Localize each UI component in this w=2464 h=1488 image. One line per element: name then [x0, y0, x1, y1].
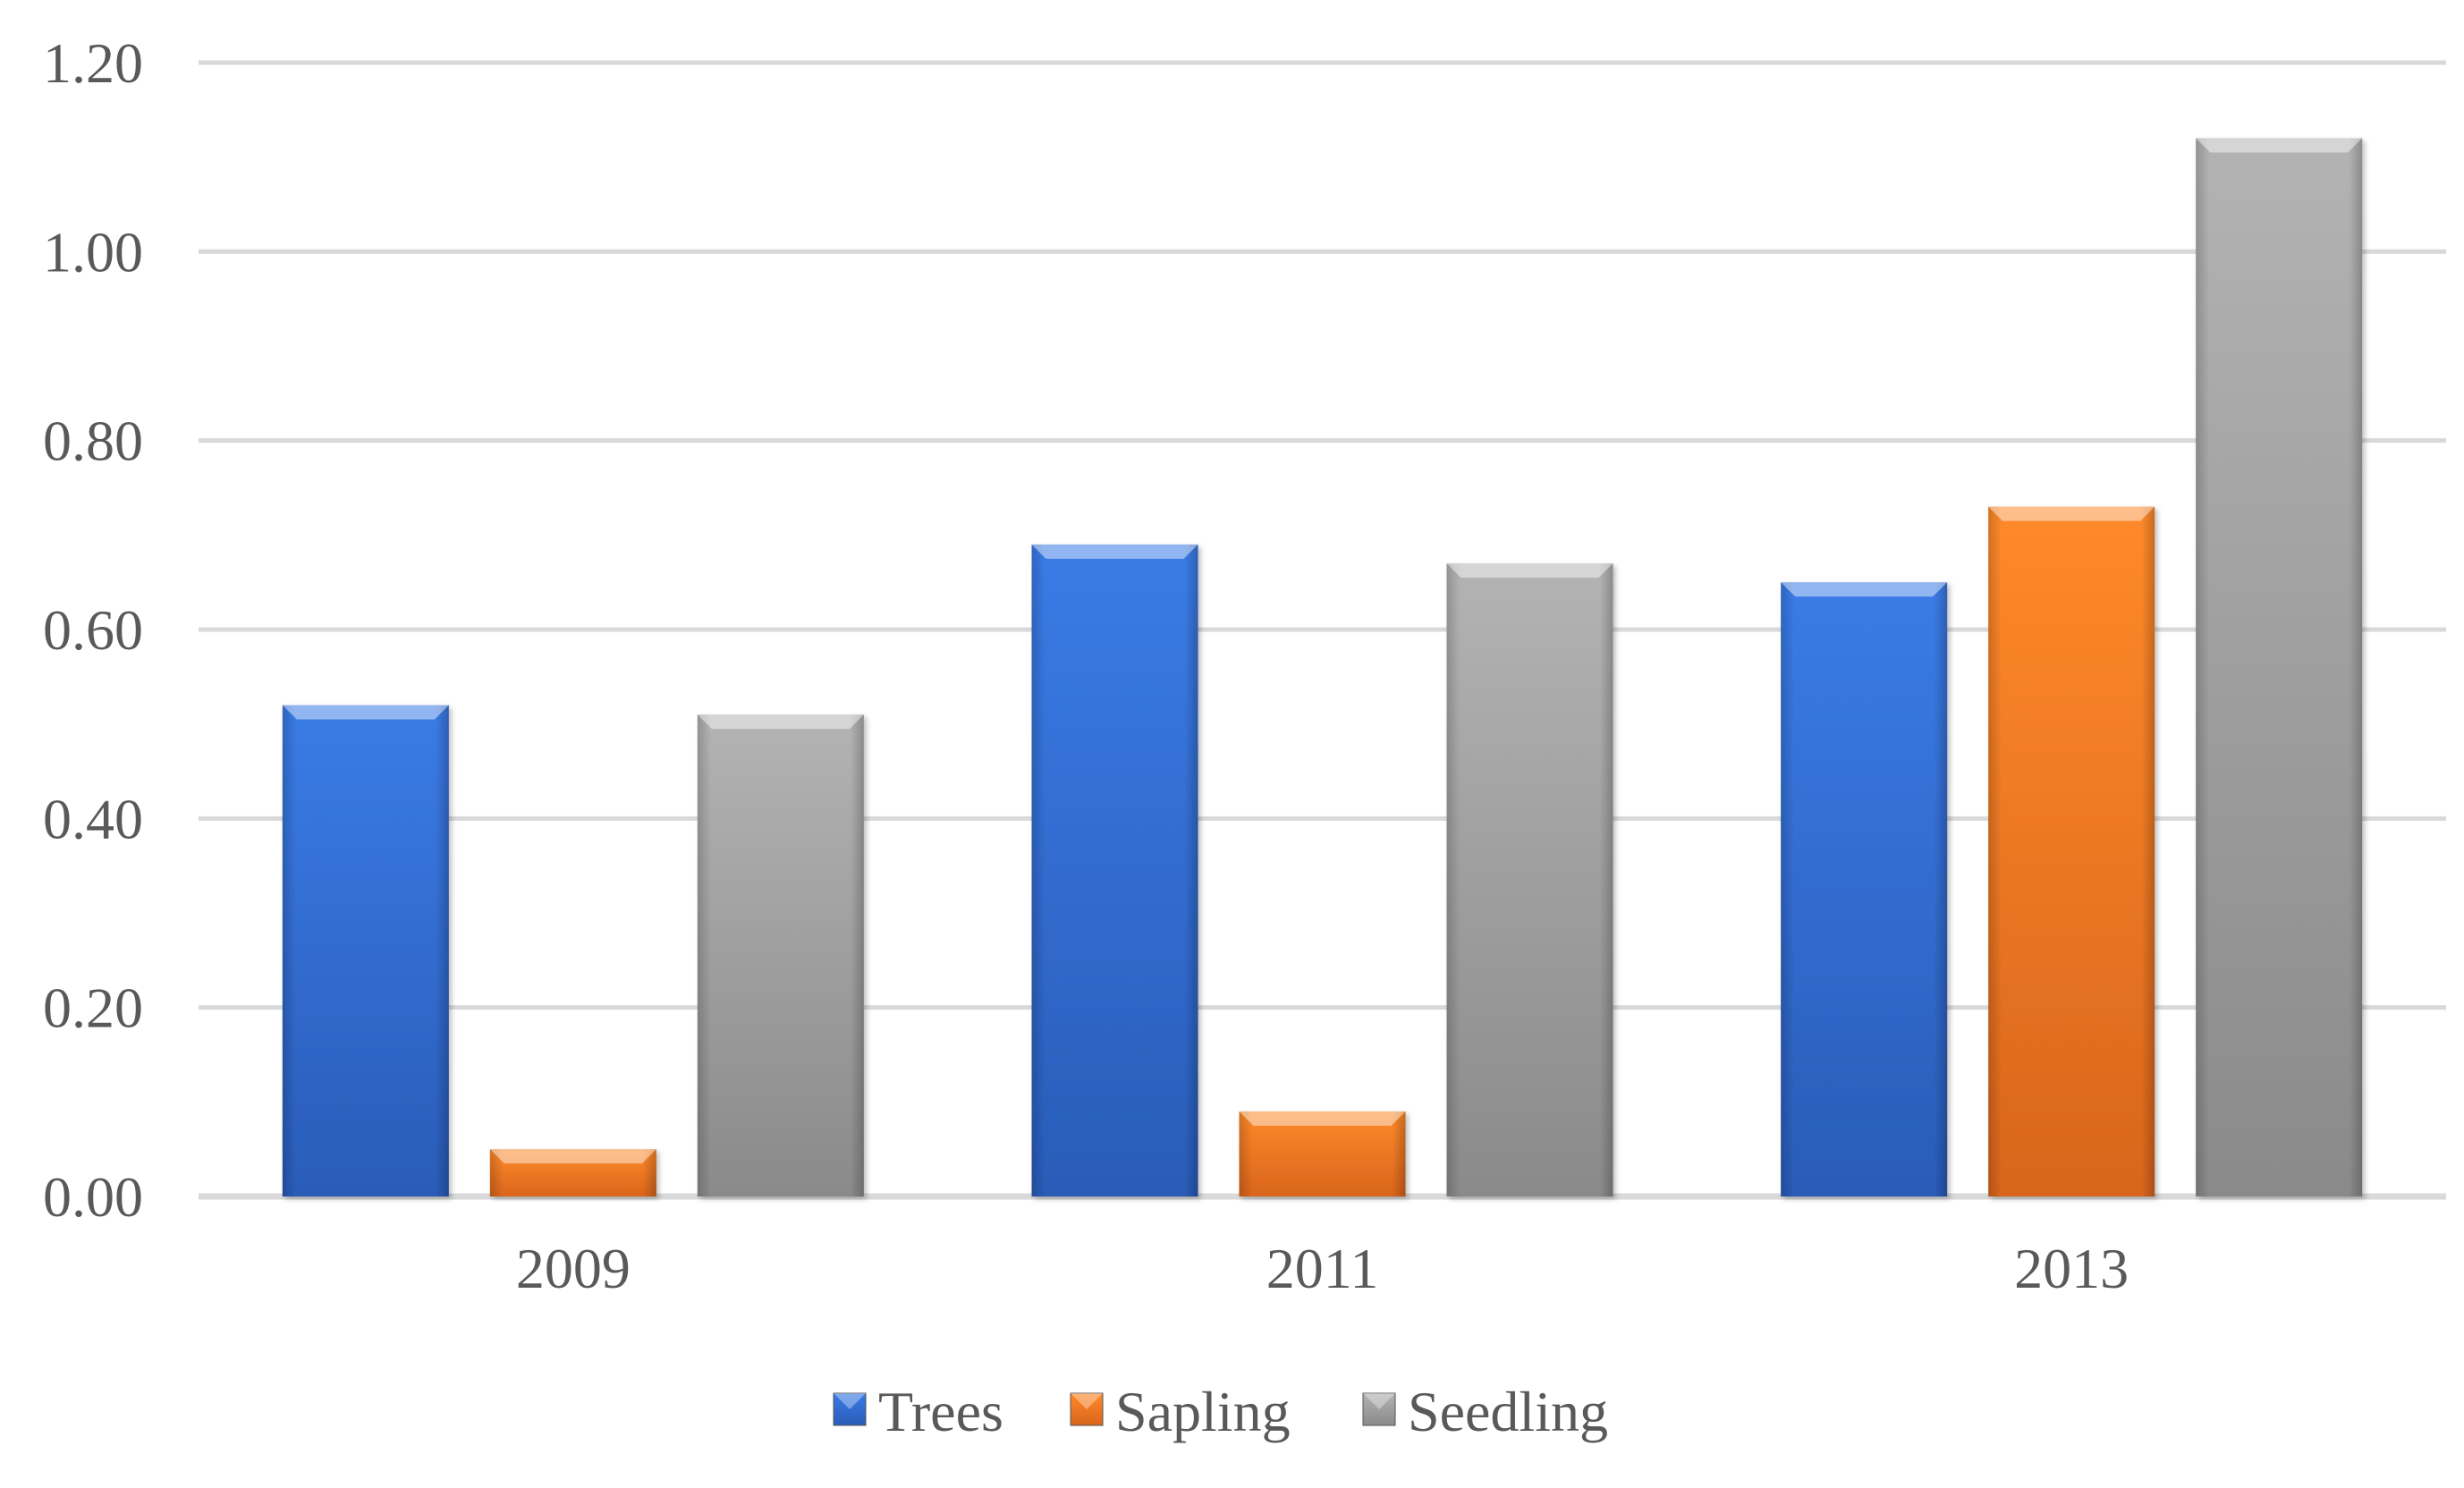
- y-tick-label: 0.60: [43, 598, 143, 662]
- legend-swatch-bevel: [834, 1393, 866, 1409]
- bar-bevel: [2196, 138, 2363, 153]
- legend-label: Sapling: [1115, 1380, 1291, 1443]
- y-tick-label: 1.00: [43, 220, 143, 283]
- bar-seedling-2009: [697, 714, 864, 1196]
- legend-label: Trees: [878, 1380, 1003, 1443]
- bar-bevel: [697, 714, 864, 730]
- bar-side-shade: [697, 714, 864, 1196]
- bar-seedling-2011: [1446, 563, 1613, 1196]
- bar-trees-2011: [1031, 544, 1198, 1196]
- bar-side-shade: [1446, 563, 1613, 1196]
- y-tick-label: 0.20: [43, 976, 143, 1040]
- legend-swatch: [1070, 1392, 1104, 1426]
- legend-item-seedling: Seedling: [1362, 1380, 1608, 1443]
- bar-bevel: [1781, 582, 1948, 597]
- bar-bevel: [1031, 544, 1198, 559]
- legend-swatch-bevel: [1071, 1393, 1103, 1409]
- bar-side-shade: [2196, 138, 2363, 1197]
- legend-swatch-bevel: [1363, 1393, 1395, 1409]
- y-tick-label: 0.40: [43, 787, 143, 850]
- bar-sapling-2011: [1239, 1111, 1406, 1196]
- bar-seedling-2013: [2196, 138, 2363, 1197]
- bar-bevel: [1446, 563, 1613, 579]
- bar-bevel: [1988, 506, 2155, 521]
- legend-item-sapling: Sapling: [1070, 1380, 1291, 1443]
- bar-sapling-2009: [489, 1149, 656, 1196]
- bar-side-shade: [1988, 506, 2155, 1196]
- y-tick-label: 0.00: [43, 1165, 143, 1229]
- x-tick-label: 2011: [1266, 1237, 1379, 1300]
- bars: [282, 138, 2363, 1197]
- bar-bevel: [282, 705, 449, 720]
- bar-side-shade: [282, 705, 449, 1196]
- y-tick-label: 0.80: [43, 410, 143, 473]
- bar-side-shade: [1781, 582, 1948, 1196]
- x-tick-label: 2013: [2014, 1237, 2129, 1300]
- bar-bevel: [489, 1149, 656, 1164]
- x-tick-label: 2009: [516, 1237, 631, 1300]
- y-tick-label: 1.20: [43, 31, 143, 95]
- y-axis: 0.00 0.20 0.40 0.60 0.80 1.00 1.20: [43, 31, 143, 1229]
- bar-trees-2013: [1781, 582, 1948, 1196]
- legend-swatch: [833, 1392, 867, 1426]
- bar-side-shade: [1031, 544, 1198, 1196]
- legend-label: Seedling: [1408, 1380, 1608, 1443]
- legend-item-trees: Trees: [833, 1380, 1003, 1443]
- bar-sapling-2013: [1988, 506, 2155, 1196]
- bar-bevel: [1239, 1111, 1406, 1126]
- legend-swatch: [1362, 1392, 1396, 1426]
- legend: Trees Sapling Seedling: [833, 1380, 1608, 1443]
- x-axis: 2009 2011 2013: [516, 1237, 2129, 1300]
- bar-trees-2009: [282, 705, 449, 1196]
